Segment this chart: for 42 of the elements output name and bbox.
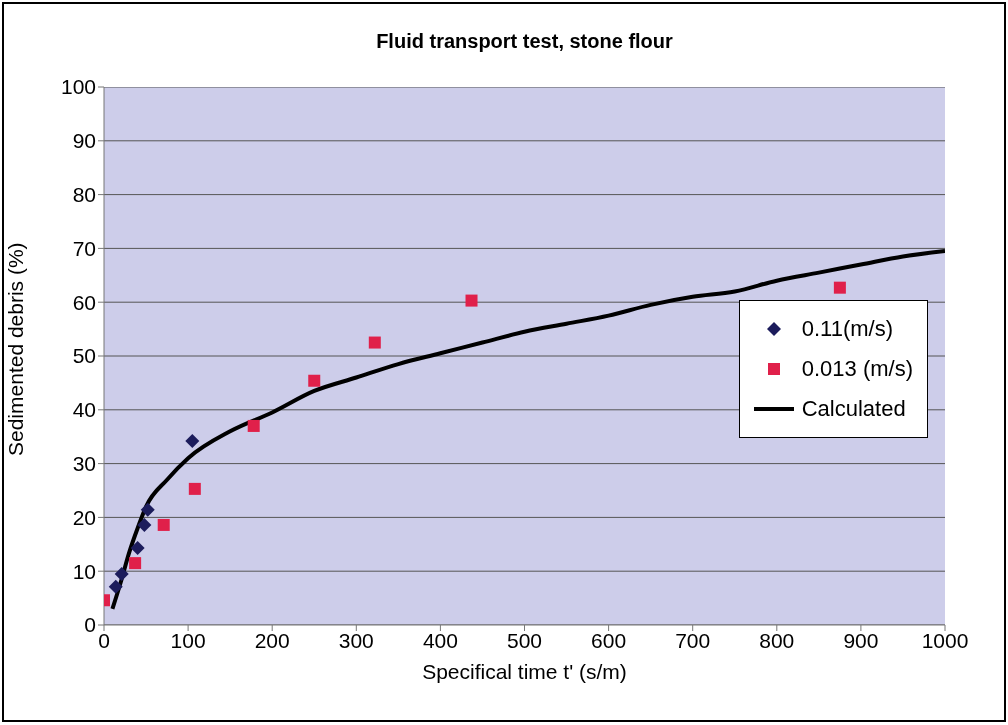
y-tick-label: 0 [84,613,96,637]
y-tick-label: 60 [72,290,96,314]
point [308,374,321,387]
line-series [110,249,945,611]
x-tick-label: 300 [338,628,374,652]
point [465,294,478,307]
y-tick-label: 100 [60,75,96,99]
chart-title: Fluid transport test, stone flour [375,30,674,53]
x-tick-label: 100 [170,628,206,652]
point [108,579,123,594]
x-tick-label: 500 [506,628,543,652]
point [137,517,152,532]
x-tick-label: 200 [254,628,290,652]
y-tick-label: 50 [72,344,96,368]
x-tick-label: 800 [759,628,795,652]
legend-label: 0.013 (m/s) [801,356,913,382]
y-axis-title: Sedimented debris (%) [4,242,28,456]
y-tick-label: 30 [72,452,96,476]
point [129,557,142,570]
x-tick-label: 1000 [921,628,969,652]
point [188,482,201,495]
x-tick-label: 600 [591,628,627,652]
point [130,541,145,556]
x-axis-title: Specifical time t' (s/m) [422,660,627,683]
y-tick-label: 40 [72,398,96,422]
y-tick-label: 70 [72,236,96,260]
x-tick-label: 400 [422,628,458,652]
point [140,502,155,517]
point [368,336,381,349]
y-tick-label: 80 [72,183,96,207]
point [114,566,129,581]
point [833,281,846,294]
x-tick-label: 900 [843,628,879,652]
legend-label: Calculated [801,396,906,422]
legend-label: 0.11(m/s) [801,316,894,342]
x-tick-label: 700 [675,628,711,652]
point [157,518,170,531]
y-tick-label: 20 [72,505,96,529]
y-tick-label: 10 [72,559,96,583]
point [185,434,200,448]
y-tick-label: 90 [72,129,96,153]
point [247,419,260,432]
